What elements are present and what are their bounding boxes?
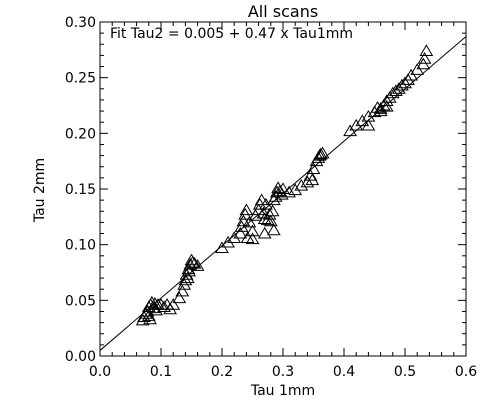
data-point <box>240 231 255 243</box>
data-point <box>140 304 155 317</box>
x-axis-label: Tau 1mm <box>250 383 315 399</box>
data-point <box>233 226 248 239</box>
data-point <box>419 44 434 56</box>
chart-title: All scans <box>248 2 318 21</box>
data-point <box>355 114 370 127</box>
y-tick-label: 0.05 <box>65 293 96 309</box>
data-point <box>259 197 273 210</box>
data-point <box>254 193 269 206</box>
data-point <box>349 118 364 131</box>
data-point <box>238 207 253 220</box>
data-point <box>373 102 388 114</box>
data-point <box>148 296 162 309</box>
y-axis-ticks: 0.00 0.05 0.10 0.15 0.20 0.25 0.30 <box>65 15 466 365</box>
x-tick-label: 0.6 <box>455 364 477 380</box>
data-point <box>306 162 321 174</box>
data-point <box>143 312 157 325</box>
data-point <box>370 101 385 113</box>
data-point <box>245 224 260 237</box>
data-point <box>300 175 315 188</box>
data-point <box>313 147 328 160</box>
data-point <box>256 206 271 219</box>
data-point <box>294 178 309 191</box>
data-point <box>185 255 200 268</box>
data-point <box>242 215 257 228</box>
y-tick-label: 0.15 <box>65 182 96 198</box>
data-point <box>398 76 412 89</box>
data-point <box>305 173 320 186</box>
x-tick-label: 0.0 <box>89 364 111 380</box>
data-point <box>257 212 272 225</box>
data-point <box>266 223 281 236</box>
data-point <box>236 214 251 227</box>
data-point <box>361 118 376 131</box>
data-point <box>157 300 171 313</box>
data-point <box>227 231 242 243</box>
data-point <box>303 168 318 181</box>
data-point <box>282 185 296 198</box>
data-point <box>276 182 290 194</box>
x-tick-label: 0.4 <box>333 364 355 380</box>
data-point <box>288 183 303 196</box>
data-point <box>183 258 198 270</box>
data-point <box>190 259 205 271</box>
data-point <box>265 204 280 217</box>
fit-annotation: Fit Tau2 = 0.005 + 0.47 x Tau1mm <box>110 26 353 42</box>
x-tick-label: 0.2 <box>211 364 233 380</box>
data-point <box>175 284 190 297</box>
data-point <box>263 214 278 227</box>
data-point <box>257 226 272 239</box>
data-point <box>361 109 376 122</box>
data-point <box>379 94 394 107</box>
data-point <box>417 52 432 64</box>
data-point <box>187 256 202 269</box>
data-point <box>144 295 159 308</box>
data-point <box>262 207 277 220</box>
data-point <box>141 309 156 321</box>
x-tick-label: 0.3 <box>272 364 294 380</box>
y-tick-label: 0.25 <box>65 71 96 87</box>
data-point <box>182 264 196 277</box>
y-axis-label: Tau 2mm <box>32 158 48 223</box>
data-point <box>221 235 235 248</box>
data-point <box>245 232 260 245</box>
data-point <box>315 146 330 159</box>
data-points <box>135 44 434 326</box>
data-point <box>135 313 150 326</box>
data-point <box>373 104 388 117</box>
y-tick-label: 0.30 <box>65 15 96 31</box>
y-tick-label: 0.10 <box>65 238 96 254</box>
x-tick-label: 0.5 <box>394 364 416 380</box>
y-tick-label: 0.20 <box>65 126 96 142</box>
y-tick-label: 0.00 <box>65 349 96 365</box>
x-axis-ticks: 0.0 0.1 0.2 0.3 0.4 0.5 0.6 <box>89 22 477 380</box>
data-point <box>172 291 187 304</box>
data-point <box>177 278 192 290</box>
data-point <box>146 301 161 314</box>
x-tick-label: 0.1 <box>150 364 172 380</box>
data-point <box>379 99 394 112</box>
data-point <box>166 298 181 310</box>
data-point <box>180 271 195 284</box>
data-point <box>239 203 254 216</box>
data-point <box>385 86 400 99</box>
